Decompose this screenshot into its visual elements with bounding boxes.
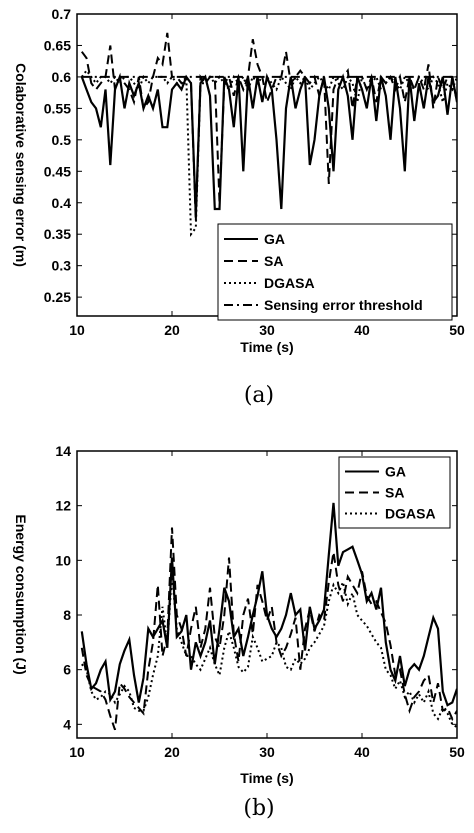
y-axis-label-a: Colaborative sensing error (m)	[13, 63, 29, 267]
x-tick-label: 30	[259, 322, 275, 338]
series-line-ga	[80, 502, 457, 707]
y-tick-label: 14	[55, 443, 71, 459]
y-tick-label: 0.3	[52, 258, 72, 274]
series-line-ga	[80, 72, 457, 216]
legend-label: DGASA	[385, 506, 436, 522]
legend-label: Sensing error threshold	[264, 297, 423, 313]
y-tick-label: 0.4	[52, 195, 72, 211]
chart-a: 10 20 30 40 50 0.25 0.3 0.35 0.4 0.45 0.5 0.55 0.6 0.…	[13, 6, 465, 408]
x-tick-label: 40	[354, 322, 370, 338]
y-tick-label: 0.7	[52, 6, 72, 22]
y-tick-label: 8	[63, 607, 71, 623]
legend-label: SA	[385, 485, 404, 501]
legend-box	[338, 456, 451, 529]
x-tick-label: 20	[164, 744, 180, 760]
x-tick-label: 10	[69, 322, 85, 338]
legend-label: SA	[264, 253, 283, 269]
y-tick-label: 12	[55, 498, 71, 514]
y-tick-label: 0.5	[52, 132, 72, 148]
y-tick-label: 10	[55, 552, 71, 568]
series-line-sa	[80, 527, 457, 731]
legend-label: GA	[264, 231, 285, 247]
legend-a: GA SA DGASA Sensing error threshold	[217, 223, 453, 321]
chart-b: 10 20 30 40 50 4 6 8 10 12 14 GA SA DGASA Time (s) E…	[13, 443, 465, 821]
series-line-sa	[80, 32, 457, 222]
x-tick-label: 50	[449, 744, 465, 760]
caption-b: (b)	[243, 796, 274, 821]
x-tick-label: 20	[164, 322, 180, 338]
x-tick-label: 40	[354, 744, 370, 760]
y-tick-label: 0.55	[44, 100, 71, 116]
legend-b: GA SA DGASA	[338, 456, 451, 529]
y-tick-label: 0.65	[44, 37, 71, 53]
y-tick-label: 0.25	[44, 289, 71, 305]
y-tick-label: 6	[63, 662, 71, 678]
x-tick-label: 50	[449, 322, 465, 338]
legend-label: DGASA	[264, 275, 315, 291]
x-tick-label: 30	[259, 744, 275, 760]
x-tick-label: 10	[69, 744, 85, 760]
legend-label: GA	[385, 464, 406, 480]
y-tick-label: 0.35	[44, 226, 71, 242]
y-tick-label: 0.45	[44, 163, 71, 179]
x-axis-label-b: Time (s)	[240, 770, 293, 786]
y-tick-label: 0.6	[52, 69, 72, 85]
x-axis-label-a: Time (s)	[240, 339, 293, 355]
caption-a: (a)	[244, 383, 274, 408]
series-line-dgasa	[81, 573, 457, 728]
y-tick-label: 4	[63, 716, 71, 732]
y-axis-label-b: Energy consumption (J)	[13, 514, 29, 674]
